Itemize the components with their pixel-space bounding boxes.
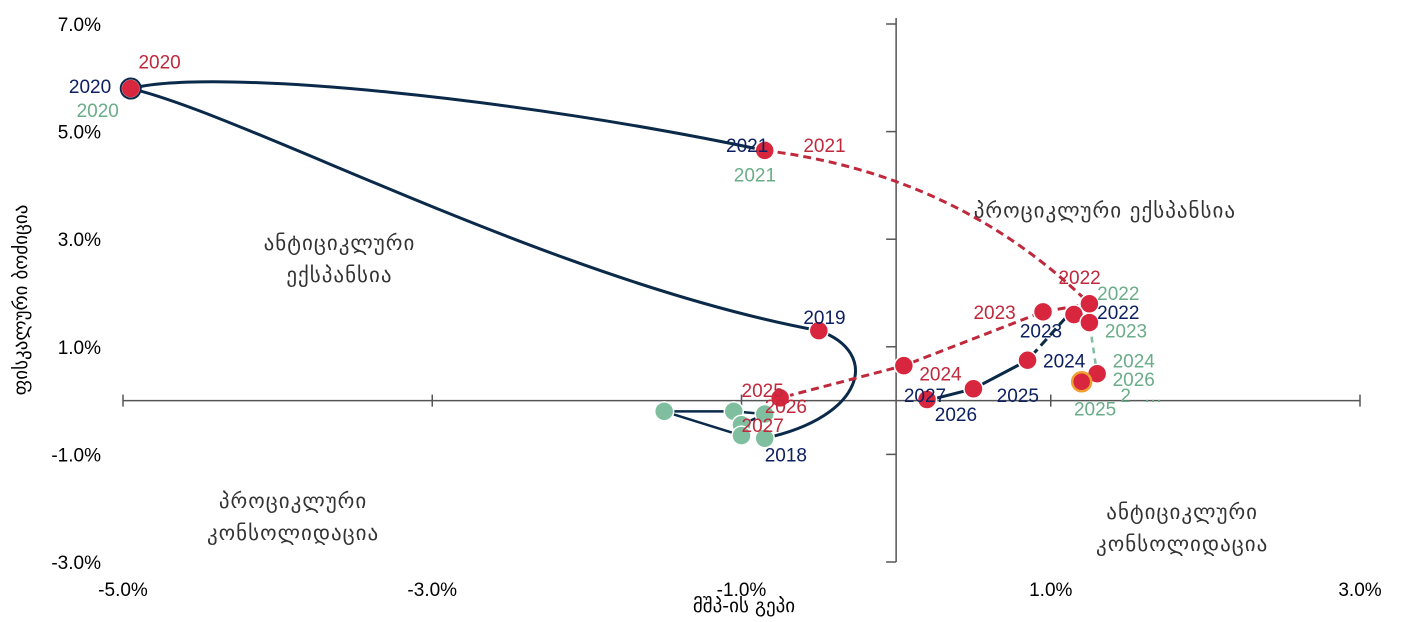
data-point-red [963, 378, 984, 400]
data-point-red [1079, 312, 1100, 333]
point-label-green: 2024 [1113, 351, 1156, 372]
point-label-green: 2021 [734, 166, 776, 187]
quadrant-label-bottom-right: კონსოლიდაცია [1096, 532, 1268, 556]
data-point-red [808, 320, 830, 341]
point-label-red: 2024 [919, 365, 962, 386]
y-tick-label: 5.0% [58, 123, 101, 144]
quadrant-label-bottom-left: კონსოლიდაცია [207, 521, 379, 545]
x-tick-label: -5.0% [98, 580, 148, 601]
point-label-red: 2026 [765, 397, 807, 418]
point-label-green: 2 [1120, 386, 1131, 407]
data-point-green [653, 401, 675, 422]
series-line-green-loop [663, 410, 770, 438]
data-point-red [916, 389, 938, 410]
quadrant-label-bottom-left: პროციკლური [219, 489, 367, 513]
point-label-red: 2022 [1058, 268, 1100, 289]
x-tick-label: -3.0% [407, 580, 457, 601]
data-point-red [754, 140, 775, 161]
point-label-red: 2027 [742, 416, 784, 437]
point-label-navy: 2026 [935, 405, 977, 426]
point-label-navy: 2027 [904, 386, 946, 407]
y-tick-label: 3.0% [58, 230, 101, 251]
data-point-cluster [1070, 371, 1093, 393]
point-label-green: 2022 [1097, 284, 1139, 305]
data-point-2020-outline [119, 77, 142, 100]
point-label-navy: 2020 [69, 77, 111, 98]
y-tick-label: -1.0% [51, 445, 101, 466]
point-label-navy: 2018 [765, 445, 807, 466]
y-tick-label: 1.0% [58, 338, 101, 359]
point-label-green: 2025 [1074, 400, 1116, 421]
quadrant-label-top-right: პროციკლური ექსპანსია [974, 199, 1236, 223]
data-point-red [769, 387, 791, 409]
data-point-red [1017, 350, 1038, 371]
point-label-green: 2026 [1113, 370, 1155, 391]
point-label-red: 2020 [138, 53, 180, 74]
x-tick-label: 1.0% [1029, 580, 1072, 601]
data-point-red [1032, 301, 1054, 323]
point-label-navy: 2024 [1043, 351, 1086, 372]
point-label-navy: 2023 [1020, 322, 1062, 343]
data-point-green [754, 403, 775, 425]
quadrant-label-top-left: ექსპანსია [286, 263, 392, 287]
point-label-red: 2021 [803, 136, 845, 157]
point-label-green: 2023 [1105, 322, 1147, 343]
y-axis-title: ფისკალური ბოძიცია [10, 205, 32, 396]
point-label-green: … [1144, 386, 1163, 407]
point-label-red: 2025 [742, 381, 784, 402]
point-label-green: 2020 [77, 101, 119, 122]
x-tick-label: -1.0% [717, 580, 767, 601]
point-label-navy: 2019 [803, 308, 845, 329]
series-line-red [764, 148, 1093, 400]
data-point-green [754, 428, 775, 449]
point-label-navy: 2025 [997, 386, 1039, 407]
y-tick-label: -3.0% [51, 553, 101, 574]
quadrant-label-bottom-right: ანტიციკლური [1106, 500, 1258, 524]
x-tick-label: 3.0% [1338, 580, 1381, 601]
point-label-red: 2023 [973, 303, 1015, 324]
data-point-red [893, 355, 915, 376]
x-axis-title: მშპ-ის გეპი [693, 595, 795, 617]
point-label-navy: 2022 [1097, 303, 1139, 324]
series-line-navy-history [130, 80, 857, 440]
point-label-navy: 2021 [726, 136, 768, 157]
quadrant-label-top-left: ანტიციკლური [264, 231, 416, 255]
data-point-green [731, 425, 752, 446]
data-points [119, 77, 1108, 449]
quadrant-labels: ანტიციკლური ექსპანსია პროციკლური ექსპანსია… [207, 199, 1268, 556]
y-tick-label: 7.0% [58, 15, 101, 36]
axes: -5.0% -3.0% -1.0% 1.0% 3.0% 7.0% 5.0% 3.0% 1.0% -… [51, 15, 1381, 601]
